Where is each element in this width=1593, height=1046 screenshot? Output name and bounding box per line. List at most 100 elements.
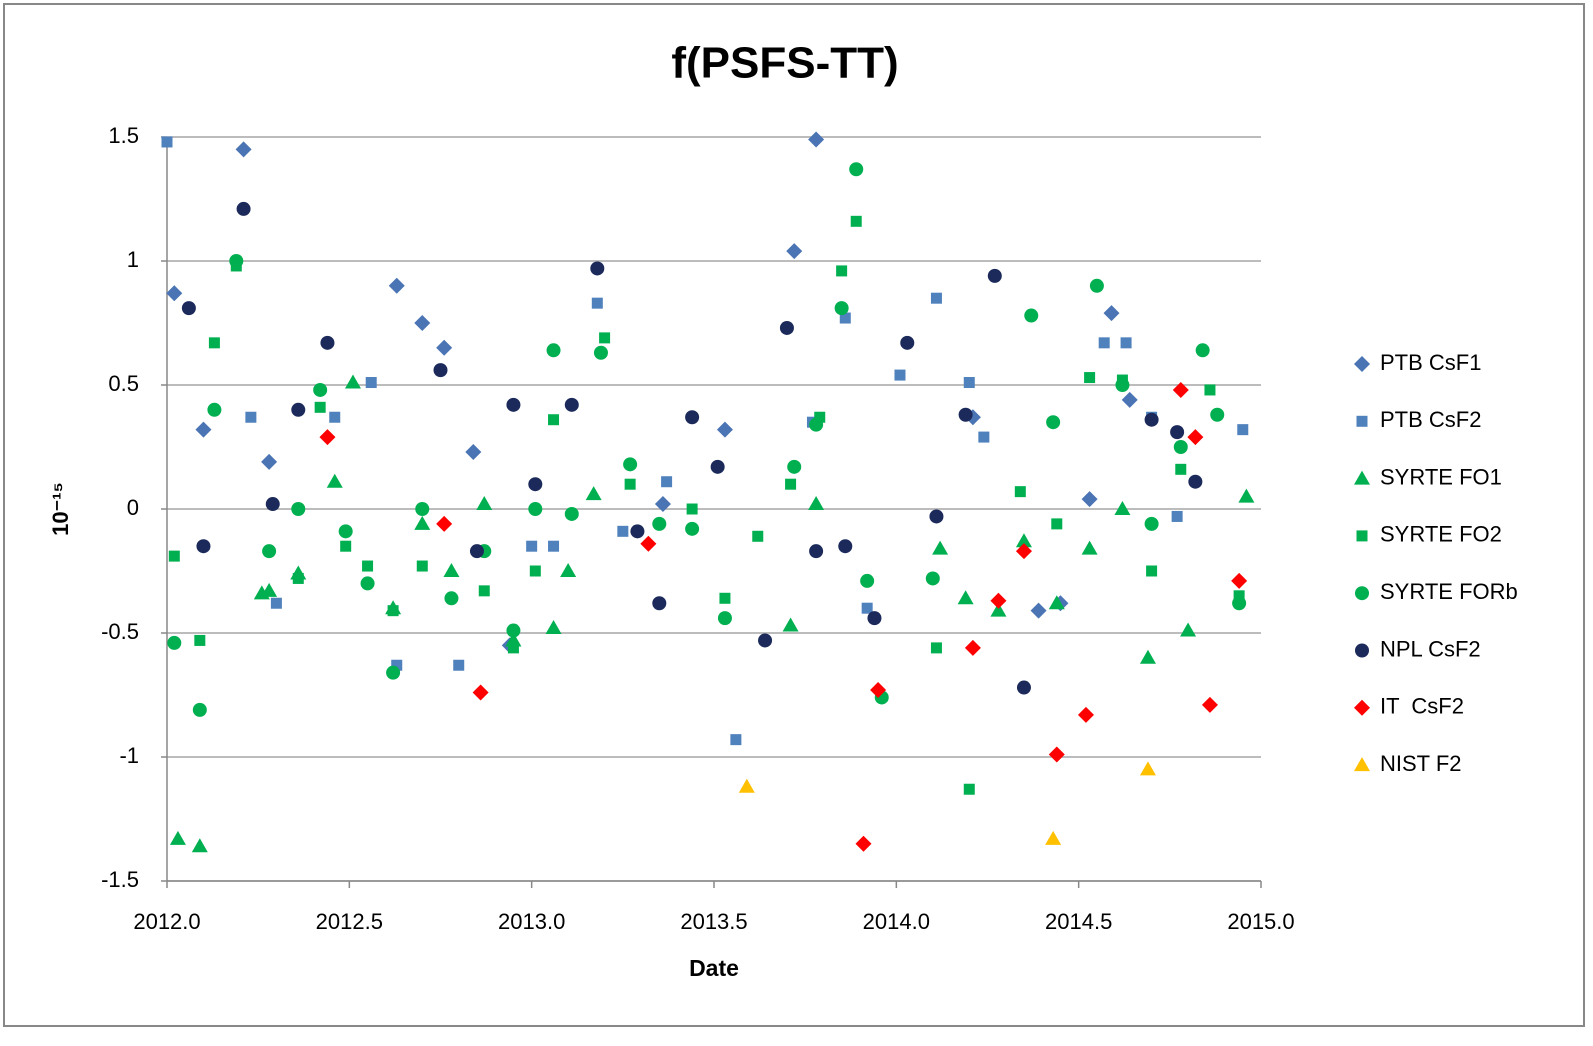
point: [860, 573, 875, 588]
point: [362, 560, 374, 572]
point: [717, 611, 732, 626]
point: [590, 261, 605, 276]
point: [344, 374, 361, 389]
point: [640, 535, 657, 552]
point: [623, 457, 638, 472]
point: [591, 297, 603, 309]
point: [436, 339, 453, 356]
point: [416, 560, 428, 572]
point: [808, 131, 825, 148]
point: [652, 516, 667, 531]
point: [291, 502, 306, 516]
point: [1172, 381, 1189, 398]
point: [1098, 337, 1110, 349]
point: [261, 582, 278, 597]
legend-label: NIST F2: [1380, 751, 1462, 776]
point: [194, 634, 206, 646]
point: [779, 320, 794, 335]
y-tick-label: 0: [127, 495, 139, 520]
point: [585, 486, 602, 501]
point: [654, 496, 671, 513]
point: [1114, 501, 1131, 515]
y-tick-label: 1: [127, 247, 139, 272]
point: [229, 254, 244, 268]
y-tick-label: -1: [119, 743, 139, 768]
point: [436, 515, 453, 532]
point: [808, 496, 825, 511]
point: [270, 597, 282, 609]
legend-marker: [1354, 699, 1370, 716]
point: [1046, 415, 1061, 430]
point: [191, 838, 208, 853]
point: [836, 265, 848, 277]
point: [1121, 391, 1138, 408]
point: [529, 565, 541, 577]
point: [710, 459, 725, 474]
chart-title: f(PSFS-TT): [671, 39, 898, 88]
point: [387, 605, 399, 617]
y-axis-label: 10⁻¹⁵: [48, 482, 73, 536]
point: [262, 544, 277, 559]
point: [235, 141, 252, 158]
point: [1146, 565, 1158, 577]
point: [1187, 429, 1204, 446]
point: [261, 453, 278, 470]
point: [560, 563, 577, 577]
point: [388, 277, 405, 294]
point: [814, 411, 826, 423]
point: [850, 215, 862, 227]
point: [1170, 425, 1185, 440]
legend-label: PTB CsF2: [1380, 407, 1481, 432]
point: [1233, 590, 1245, 602]
point: [624, 478, 636, 490]
point: [661, 476, 673, 488]
legend-marker: [1356, 530, 1368, 542]
point: [1016, 680, 1031, 695]
point: [1081, 540, 1098, 555]
point: [195, 421, 212, 438]
point: [1015, 543, 1032, 560]
point: [1089, 278, 1104, 293]
x-tick-label: 2013.0: [498, 909, 565, 934]
point: [319, 429, 336, 446]
point: [548, 414, 560, 426]
point: [444, 591, 459, 606]
point: [564, 506, 579, 521]
point: [685, 521, 700, 536]
point: [329, 411, 341, 423]
point: [1237, 424, 1249, 436]
point: [1048, 595, 1065, 610]
point: [1024, 308, 1039, 323]
point: [861, 602, 873, 614]
point: [292, 572, 304, 584]
point: [326, 473, 343, 488]
point: [453, 659, 465, 671]
point: [930, 642, 942, 654]
legend-label: SYRTE FO1: [1380, 464, 1502, 489]
point: [313, 382, 328, 397]
point: [1204, 384, 1216, 396]
point: [1175, 463, 1187, 475]
point: [978, 431, 990, 443]
point: [685, 410, 700, 425]
point: [964, 639, 981, 656]
point: [1238, 488, 1255, 503]
point: [782, 617, 799, 632]
point: [686, 503, 698, 515]
point: [958, 407, 973, 422]
point: [414, 315, 431, 331]
y-tick-label: 1.5: [108, 123, 139, 148]
point: [849, 162, 864, 177]
point: [990, 592, 1007, 609]
point: [758, 633, 773, 648]
x-tick-label: 2012.0: [133, 909, 200, 934]
point: [320, 335, 335, 350]
point: [476, 496, 493, 511]
legend-label: IT CsF2: [1380, 694, 1464, 719]
legend-label: PTB CsF1: [1380, 350, 1481, 375]
x-tick-label: 2014.0: [863, 909, 930, 934]
point: [1139, 761, 1156, 776]
point: [929, 509, 944, 524]
point: [465, 443, 482, 460]
